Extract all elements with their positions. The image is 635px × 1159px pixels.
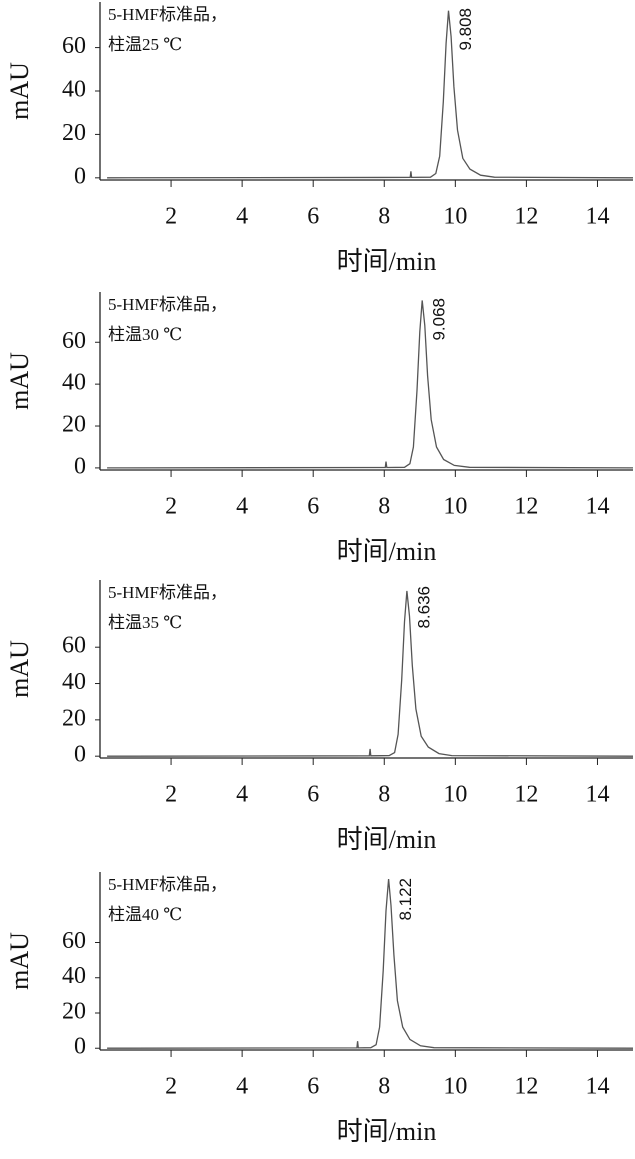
x-tick-label: 10 [443,204,467,230]
peak-label: 9.068 [430,298,449,341]
x-tick-label: 2 [165,1074,177,1100]
x-tick-label: 6 [307,1074,319,1100]
x-tick-label: 12 [514,1074,538,1100]
chart-panel: 0 20 40 60 2 4 6 8 10 12 14 时间/min mAU 5-HMF标准品， 柱温30 … [5,292,634,566]
x-tick-label: 6 [307,782,319,808]
x-axis-label: 时间/min [337,825,437,854]
y-tick-label: 20 [62,412,86,438]
x-tick-label: 14 [585,1074,609,1100]
x-tick-label: 6 [307,494,319,520]
chromatogram-line [107,590,634,757]
x-tick-label: 12 [514,204,538,230]
y-tick-label: 40 [62,963,86,989]
x-tick-label: 4 [236,1074,248,1100]
peak-label: 8.636 [414,586,433,629]
annotation: 柱温25 ℃ [108,35,182,54]
y-axis-label: mAU [5,352,34,410]
y-axis-label: mAU [5,62,34,120]
annotation: 5-HMF标准品， [108,875,227,894]
y-tick-label: 0 [74,742,86,768]
x-tick-label: 10 [443,1074,467,1100]
y-tick-label: 20 [62,998,86,1024]
x-tick-label: 2 [165,782,177,808]
y-tick-label: 40 [62,669,86,695]
x-tick-label: 8 [378,782,390,808]
annotation: 5-HMF标准品， [108,5,227,24]
x-tick-label: 8 [378,204,390,230]
x-tick-label: 8 [378,494,390,520]
y-tick-label: 60 [62,328,86,354]
x-axis-label: 时间/min [337,247,437,276]
annotation: 5-HMF标准品， [108,583,227,602]
annotation: 柱温35 ℃ [108,613,182,632]
y-tick-label: 60 [62,33,86,59]
y-tick-label: 0 [74,453,86,479]
x-tick-label: 12 [514,782,538,808]
x-axis-label: 时间/min [337,537,437,566]
chromatogram-line [107,300,634,469]
x-tick-label: 4 [236,204,248,230]
x-tick-label: 10 [443,782,467,808]
chromatogram-line [107,878,634,1049]
y-tick-label: 0 [74,163,86,189]
y-tick-label: 20 [62,705,86,731]
annotation: 柱温40 ℃ [108,905,182,924]
y-axis-label: mAU [5,640,34,698]
y-tick-label: 40 [62,77,86,103]
chromatogram-line [107,10,634,179]
x-tick-label: 4 [236,782,248,808]
y-tick-label: 20 [62,120,86,146]
y-tick-label: 0 [74,1034,86,1060]
x-tick-label: 4 [236,494,248,520]
chart-panel: 0 20 40 60 2 4 6 8 10 12 14 时间/min mAU 5-HMF标准品， 柱温35 … [5,580,634,854]
x-tick-label: 2 [165,494,177,520]
x-axis-label: 时间/min [337,1117,437,1146]
chart-panel: 0 20 40 60 2 4 6 8 10 12 14 时间/min mAU 5-HMF标准品， 柱温25 … [5,2,634,276]
annotation: 5-HMF标准品， [108,295,227,314]
annotation: 柱温30 ℃ [108,325,182,344]
x-tick-label: 6 [307,204,319,230]
y-axis-label: mAU [5,932,34,990]
y-tick-label: 60 [62,633,86,659]
x-tick-label: 12 [514,494,538,520]
x-tick-label: 8 [378,1074,390,1100]
y-tick-label: 60 [62,928,86,954]
peak-label: 8.122 [396,878,415,921]
x-tick-label: 2 [165,204,177,230]
x-tick-label: 14 [585,204,609,230]
chart-panel: 0 20 40 60 2 4 6 8 10 12 14 时间/min mAU 5-HMF标准品， 柱温40 … [5,872,634,1146]
x-tick-label: 14 [585,494,609,520]
peak-label: 9.808 [456,8,475,51]
x-tick-label: 14 [585,782,609,808]
y-tick-label: 40 [62,370,86,396]
x-tick-label: 10 [443,494,467,520]
